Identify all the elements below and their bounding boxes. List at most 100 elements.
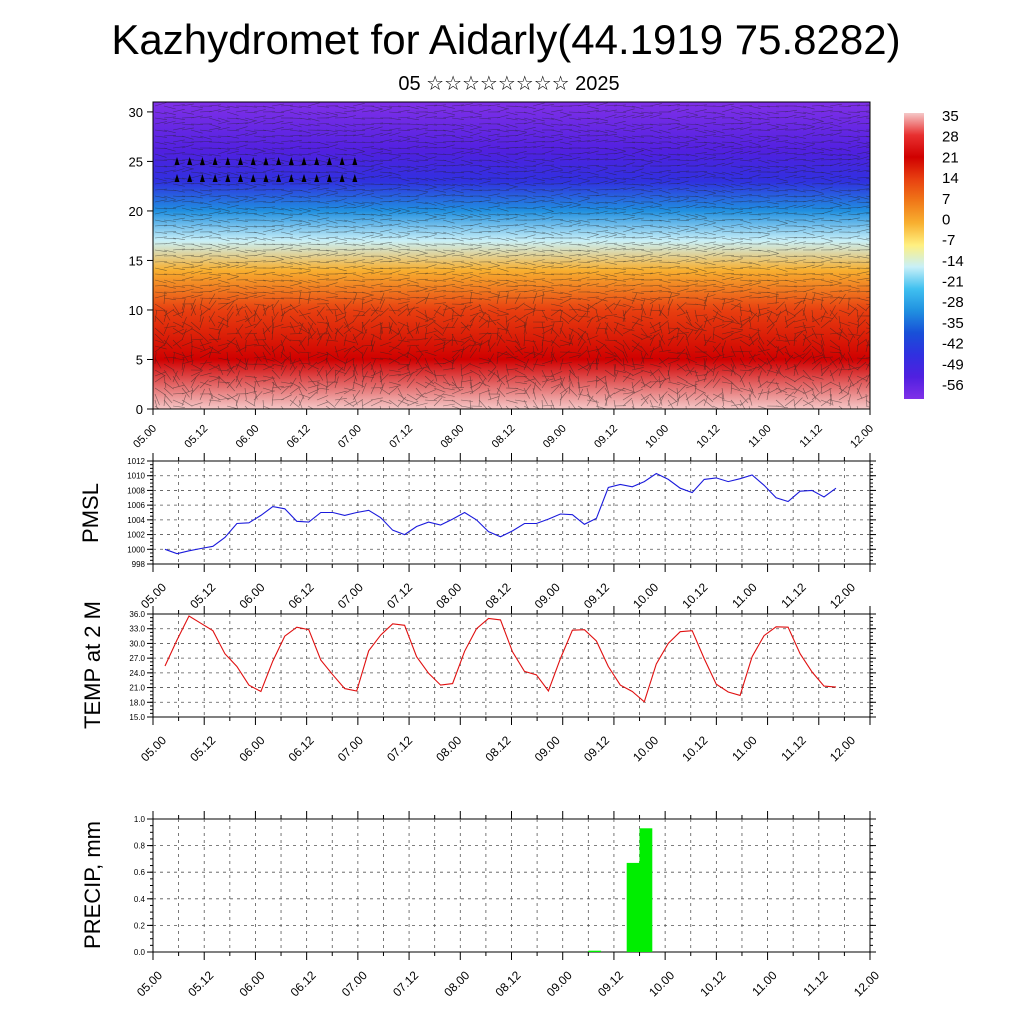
wind-barb <box>334 171 347 174</box>
wind-barb <box>712 285 725 289</box>
wind-barb <box>694 297 707 302</box>
x-tick-label: 07.00 <box>339 968 370 999</box>
wind-barb <box>235 297 249 300</box>
wind-barb <box>784 357 789 370</box>
wind-barb <box>721 267 734 271</box>
wind-barb <box>424 399 438 402</box>
wind-barb <box>613 322 619 335</box>
wind-barb <box>478 271 491 275</box>
wind-barb <box>667 171 681 174</box>
wind-barb <box>307 219 320 223</box>
wind-barb <box>712 303 722 313</box>
wind-barb <box>505 224 518 227</box>
wind-arrow <box>326 157 332 165</box>
wind-barb <box>685 267 698 272</box>
x-tick-label: 12.00 <box>848 423 876 451</box>
wind-barb <box>460 376 463 389</box>
wind-barb <box>676 180 689 185</box>
wind-barb <box>766 123 779 128</box>
wind-barb <box>595 297 608 302</box>
wind-barb <box>541 393 548 405</box>
wind-barb <box>712 162 725 167</box>
wind-barb <box>181 165 194 170</box>
wind-barb <box>487 396 500 401</box>
wind-barb <box>649 147 663 150</box>
wind-barb <box>523 169 536 173</box>
wind-barb <box>703 379 713 389</box>
wind-barb <box>847 249 861 251</box>
wind-barb <box>829 170 843 173</box>
wind-barb <box>343 141 357 143</box>
wind-barb <box>838 273 851 276</box>
wind-barb <box>577 219 590 223</box>
wind-barb <box>379 200 393 203</box>
wind-barb <box>622 204 635 209</box>
wind-barb <box>739 273 752 276</box>
wind-barb <box>865 206 870 209</box>
wind-arrow <box>263 157 269 165</box>
y-tick-label: 10 <box>129 303 143 318</box>
wind-barb <box>766 189 779 192</box>
wind-barb <box>370 270 383 275</box>
wind-barb <box>460 195 474 197</box>
wind-barb <box>586 387 591 400</box>
wind-barb <box>604 171 617 176</box>
wind-barb <box>559 358 564 371</box>
wind-barb <box>451 237 464 242</box>
wind-barb <box>640 205 653 209</box>
wind-barb <box>460 103 473 107</box>
wind-barb <box>730 183 743 187</box>
wind-barb <box>865 225 870 227</box>
wind-barb <box>442 393 455 397</box>
wind-barb <box>424 104 438 107</box>
wind-barb <box>694 267 707 272</box>
wind-barb <box>514 177 528 179</box>
wind-barb <box>802 288 815 293</box>
wind-barb <box>307 133 320 137</box>
wind-barb <box>154 333 164 343</box>
wind-barb <box>235 375 242 387</box>
wind-barb <box>658 273 671 277</box>
wind-barb <box>451 164 464 167</box>
wind-barb <box>397 323 405 335</box>
wind-barb <box>595 246 608 251</box>
wind-barb <box>532 375 541 386</box>
wind-barb <box>541 378 554 383</box>
wind-barb <box>721 177 734 182</box>
x-tick-label: 07.12 <box>390 968 421 999</box>
wind-barb <box>748 333 754 346</box>
wind-barb <box>829 381 842 388</box>
wind-barb <box>415 132 428 137</box>
wind-barb <box>523 159 536 163</box>
wind-barb <box>712 345 721 356</box>
y-tick-label: 0 <box>136 402 143 417</box>
wind-barb <box>433 207 446 211</box>
wind-barb <box>406 306 415 317</box>
wind-barb <box>460 228 473 233</box>
wind-barb <box>253 105 267 108</box>
wind-barb <box>712 189 725 193</box>
wind-barb <box>172 328 185 335</box>
wind-barb <box>649 279 663 281</box>
wind-barb <box>442 367 455 371</box>
wind-barb <box>451 339 464 343</box>
wind-barb <box>460 237 473 241</box>
wind-barb <box>379 357 392 360</box>
wind-barb <box>586 175 599 179</box>
wind-barb <box>514 129 527 133</box>
wind-barb <box>649 201 662 206</box>
wind-barb <box>775 388 787 395</box>
wind-barb <box>244 195 257 200</box>
wind-barb <box>676 126 689 131</box>
wind-barb <box>199 405 202 409</box>
wind-barb <box>253 260 266 263</box>
wind-barb <box>460 177 473 180</box>
wind-barb <box>775 327 781 340</box>
wind-barb <box>667 247 680 251</box>
wind-barb <box>181 328 187 341</box>
wind-barb <box>577 341 585 353</box>
wind-barb <box>541 150 554 155</box>
wind-barb <box>460 213 473 218</box>
wind-barb <box>595 109 608 113</box>
wind-barb <box>451 194 465 197</box>
